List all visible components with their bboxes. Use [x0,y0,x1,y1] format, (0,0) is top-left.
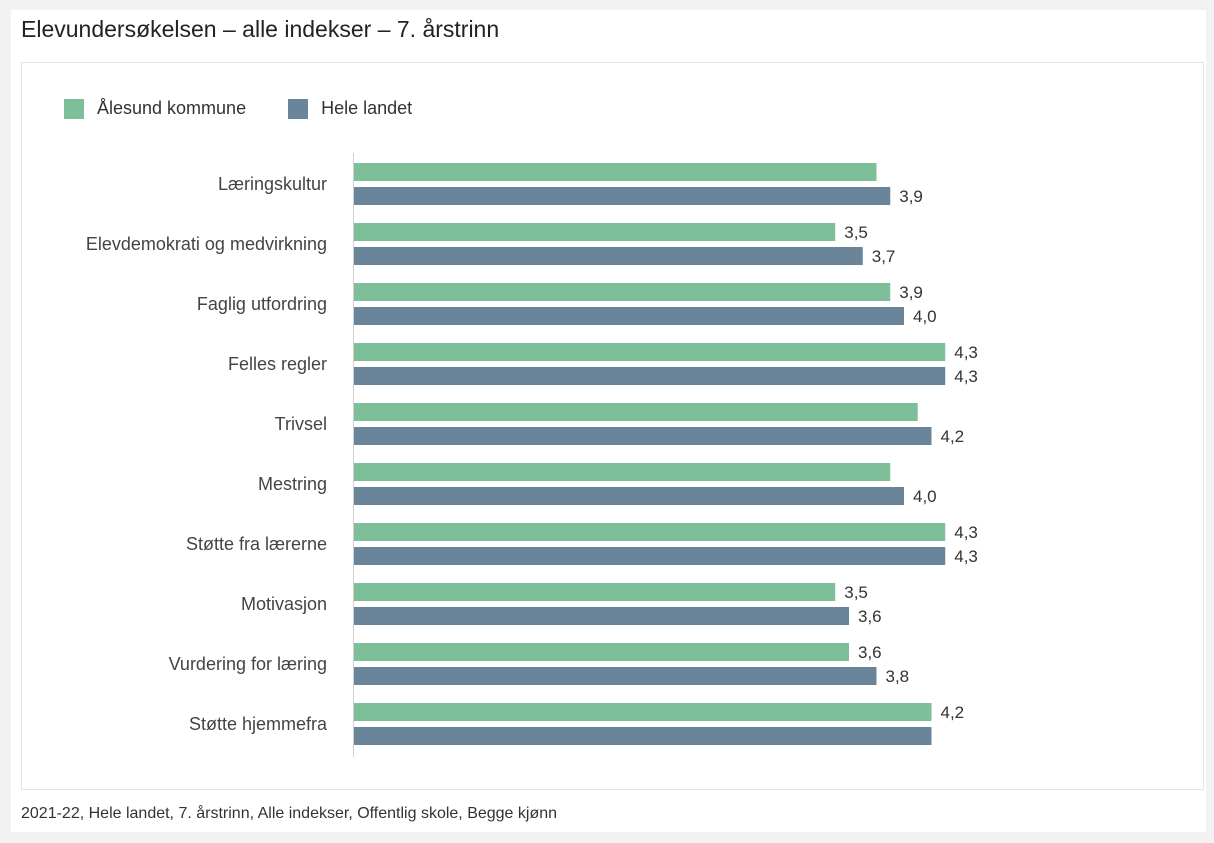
bar-hele-landet[interactable] [354,367,946,385]
bar-alesund[interactable] [354,223,836,241]
chart-footnote: 2021-22, Hele landet, 7. årstrinn, Alle … [21,805,558,822]
legend-item-hele-landet[interactable]: Hele landet [288,98,412,119]
category-label: Læringskultur [218,174,327,194]
data-label: 3,9 [899,187,923,206]
category-label: Elevdemokrati og medvirkning [86,234,327,254]
bar-hele-landet[interactable] [354,487,904,505]
data-label: 4,3 [954,367,978,386]
bar-alesund[interactable] [354,703,932,721]
legend-swatch-hele-landet [288,98,309,119]
data-label: 4,0 [913,307,937,326]
data-label: 4,3 [954,547,978,566]
data-label: 4,2 [941,703,965,722]
bar-hele-landet[interactable] [354,547,946,565]
chart-panel: Elevundersøkelsen – alle indekser – 7. å… [11,10,1206,832]
data-label: 3,5 [844,583,868,602]
category-label: Støtte hjemmefra [189,714,328,734]
page-title: Elevundersøkelsen – alle indekser – 7. å… [21,16,500,42]
category-label: Felles regler [228,354,327,374]
bar-hele-landet[interactable] [354,307,904,325]
category-label: Vurdering for læring [169,654,327,674]
data-label: 3,6 [858,643,882,662]
data-label: 3,7 [872,247,896,266]
data-label: 3,8 [886,667,910,686]
bar-alesund[interactable] [354,163,877,181]
bar-chart: Læringskultur 3,9 Elevdemokrati og medvirk… [86,153,978,757]
bar-hele-landet[interactable] [354,727,932,745]
data-label: 4,0 [913,487,937,506]
bar-hele-landet[interactable] [354,667,877,685]
data-label: 3,6 [858,607,882,626]
bar-alesund[interactable] [354,283,891,301]
chart-legend: Ålesund kommune Hele landet [64,98,454,119]
bar-alesund[interactable] [354,583,836,601]
bar-alesund[interactable] [354,403,918,421]
data-label: 4,2 [941,427,965,446]
data-label: 4,3 [954,523,978,542]
bar-alesund[interactable] [354,643,849,661]
data-label: 3,9 [899,283,923,302]
data-label: 4,3 [954,343,978,362]
legend-swatch-alesund [64,98,84,119]
bar-alesund[interactable] [354,463,891,481]
category-label: Støtte fra lærerne [186,534,327,554]
bar-alesund[interactable] [354,343,946,361]
bar-hele-landet[interactable] [354,427,932,445]
bar-hele-landet[interactable] [354,187,891,205]
category-label: Trivsel [275,414,327,434]
category-label: Faglig utfordring [197,294,327,314]
data-label: 3,5 [844,223,868,242]
legend-label-alesund: Ålesund kommune [97,98,247,118]
bar-hele-landet[interactable] [354,607,849,625]
category-label: Motivasjon [241,594,327,614]
category-label: Mestring [258,474,327,494]
bar-hele-landet[interactable] [354,247,863,265]
bar-alesund[interactable] [354,523,946,541]
legend-item-alesund[interactable]: Ålesund kommune [64,98,246,119]
chart-card: Ålesund kommune Hele landet Læringskultu… [21,62,1204,790]
legend-label-hele-landet: Hele landet [321,98,413,118]
